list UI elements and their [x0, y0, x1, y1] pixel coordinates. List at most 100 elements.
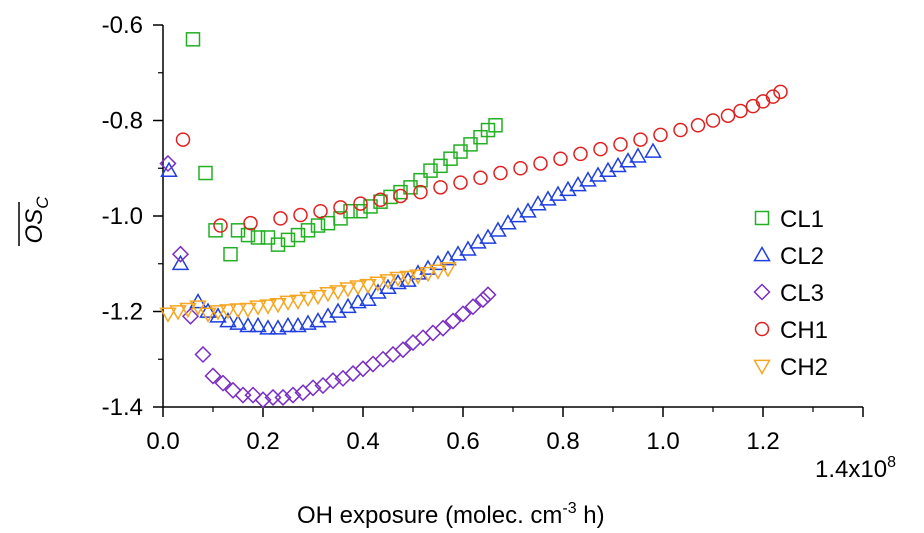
data-point-ch1: [705, 113, 721, 128]
data-point-cl2: [529, 195, 547, 211]
data-point-ch1: [690, 118, 706, 133]
data-point-ch2: [419, 266, 437, 283]
legend-label-ch2: CH2: [780, 354, 828, 381]
legend-marker-ch1: [754, 321, 770, 337]
legend-label-ch1: CH1: [780, 317, 828, 344]
data-point-cl3: [304, 379, 322, 397]
data-point-cl3: [244, 386, 262, 404]
x-tick-label: 0.0: [146, 428, 179, 455]
data-point-ch1: [453, 175, 468, 190]
data-point-cl3: [474, 291, 492, 309]
data-point-cl3: [194, 345, 212, 364]
data-point-cl2: [171, 254, 190, 271]
legend-label-cl3: CL3: [780, 280, 824, 307]
data-point-cl1: [310, 218, 326, 233]
x-tick-label: 0.4: [346, 428, 379, 455]
x-axis-title-main: OH exposure (molec. cm: [297, 502, 562, 529]
data-point-cl3: [414, 329, 432, 347]
data-point-cl1: [223, 246, 238, 262]
data-point-cl3: [364, 355, 382, 373]
x-tick-label: 0.8: [546, 428, 579, 455]
series-cl3: [159, 154, 497, 409]
data-point-ch1: [473, 170, 488, 186]
svg-text:OSC: OSC: [21, 196, 52, 244]
legend-item-cl3: CL3: [753, 280, 824, 307]
data-point-ch2: [389, 271, 407, 288]
data-point-cl2: [259, 319, 277, 335]
y-tick-label: -1.4: [102, 394, 143, 421]
data-point-cl1: [185, 32, 201, 47]
data-point-cl3: [214, 374, 232, 392]
x-axis-title: OH exposure (molec. cm-3 h): [297, 500, 605, 529]
x-tick-label: 1.2: [746, 428, 779, 455]
data-point-ch1: [273, 211, 288, 226]
data-point-cl3: [274, 388, 292, 407]
series-cl1: [185, 32, 503, 262]
data-point-cl2: [609, 156, 627, 173]
data-point-cl2: [589, 166, 607, 182]
legend-label-cl2: CL2: [780, 243, 824, 270]
data-point-ch1: [313, 203, 328, 219]
data-point-cl2: [469, 233, 487, 249]
data-point-ch1: [573, 146, 588, 162]
data-point-ch2: [169, 305, 187, 321]
data-point-ch1: [773, 84, 788, 100]
ticks: 0.0 0.2 0.4 0.6 0.8 1.0 1.2 -1.4 -1.2 -1.0 -0.8 -0.…: [102, 12, 864, 455]
data-point-cl3: [324, 372, 342, 390]
data-point-cl1: [488, 118, 503, 133]
data-point-ch2: [249, 300, 267, 316]
data-point-cl2: [299, 314, 317, 330]
data-point-cl2: [199, 302, 217, 318]
legend-item-ch2: CH2: [753, 354, 828, 381]
data-point-cl3: [454, 305, 472, 323]
data-point-ch1: [243, 215, 258, 231]
data-point-ch2: [159, 307, 177, 323]
data-point-ch1: [413, 184, 428, 200]
data-point-ch1: [553, 151, 568, 166]
data-point-ch2: [339, 282, 357, 298]
data-point-cl2: [549, 185, 567, 201]
data-point-cl3: [234, 386, 252, 404]
data-point-cl3: [284, 386, 302, 404]
data-point-ch2: [429, 264, 447, 280]
x-axis-title-superscript: -3: [562, 500, 576, 517]
y-tick-label: -0.6: [102, 12, 143, 39]
y-axis-title-subscript: C: [33, 196, 52, 209]
data-point-cl2: [539, 190, 557, 206]
data-point-cl1: [270, 237, 286, 252]
legend-item-ch1: CH1: [754, 317, 828, 344]
data-point-cl2: [239, 316, 257, 333]
data-point-cl3: [354, 360, 372, 378]
data-point-cl1: [423, 163, 438, 178]
y-tick-label: -0.8: [102, 108, 143, 135]
data-point-ch2: [399, 270, 417, 287]
data-point-cl3: [344, 365, 362, 383]
y-tick-label: -1.2: [102, 299, 143, 326]
data-points: [159, 32, 788, 409]
data-point-ch1: [493, 165, 508, 181]
data-point-cl2: [209, 307, 227, 323]
data-point-ch1: [533, 156, 548, 171]
data-point-cl1: [393, 184, 408, 200]
data-point-cl3: [159, 154, 177, 173]
data-point-cl1: [198, 165, 213, 181]
data-point-cl2: [629, 147, 647, 163]
y-axis-title: OSC: [18, 196, 52, 246]
x-tick-label: 0.2: [246, 428, 279, 455]
data-point-cl3: [434, 319, 452, 337]
data-point-ch1: [720, 108, 736, 123]
data-point-ch1: [673, 122, 688, 138]
data-point-cl2: [569, 175, 587, 192]
data-point-cl2: [229, 314, 247, 330]
legend-label-cl1: CL1: [780, 206, 824, 233]
data-point-ch1: [593, 141, 608, 157]
y-axis-title-main: OS: [21, 209, 48, 244]
data-point-ch2: [349, 280, 367, 296]
data-point-ch2: [269, 297, 287, 314]
legend-item-cl2: CL2: [753, 243, 824, 270]
data-point-cl2: [644, 142, 662, 158]
data-point-cl1: [208, 223, 223, 238]
data-point-ch1: [175, 132, 191, 147]
y-tick-label: -1.0: [102, 203, 143, 230]
